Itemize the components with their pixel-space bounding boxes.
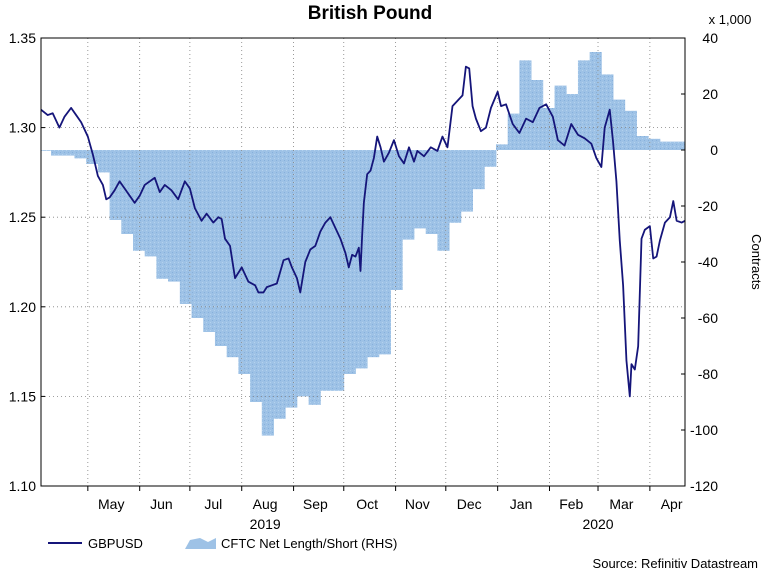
cftc-bar bbox=[378, 150, 391, 355]
cftc-bar bbox=[566, 94, 579, 150]
right-tick-label: -40 bbox=[698, 254, 718, 270]
left-tick-label: 1.15 bbox=[9, 388, 36, 404]
cftc-bar bbox=[577, 60, 591, 150]
month-tick-label: May bbox=[98, 496, 124, 512]
month-tick-label: Nov bbox=[405, 496, 430, 512]
source-note: Source: Refinitiv Datastream bbox=[593, 556, 758, 571]
month-tick-label: Jun bbox=[150, 496, 173, 512]
cftc-bar bbox=[191, 150, 204, 318]
right-tick-label: -20 bbox=[698, 198, 718, 214]
legend-cftc-label: CFTC Net Length/Short (RHS) bbox=[221, 536, 397, 551]
right-tick-label: 0 bbox=[710, 142, 718, 158]
right-tick-label: 20 bbox=[702, 86, 718, 102]
cftc-bar bbox=[238, 150, 251, 374]
cftc-area-layer bbox=[41, 52, 686, 436]
cftc-bar bbox=[624, 110, 637, 150]
month-tick-label: Mar bbox=[609, 496, 633, 512]
month-tick-label: Jan bbox=[510, 496, 533, 512]
cftc-bar bbox=[226, 150, 239, 358]
month-tick-label: Oct bbox=[356, 496, 378, 512]
cftc-bar bbox=[86, 150, 99, 164]
month-tick-label: Aug bbox=[253, 496, 278, 512]
cftc-bar bbox=[133, 150, 146, 251]
month-tick-label: Jul bbox=[204, 496, 222, 512]
cftc-bar bbox=[425, 150, 438, 234]
cftc-bar bbox=[484, 150, 497, 167]
cftc-bar bbox=[144, 150, 157, 257]
cftc-bar bbox=[495, 144, 509, 150]
cftc-bar bbox=[414, 150, 427, 229]
cftc-bar bbox=[648, 138, 661, 150]
cftc-bar bbox=[97, 150, 110, 173]
legend-cftc-swatch bbox=[185, 538, 216, 549]
cftc-bar bbox=[261, 150, 274, 436]
cftc-bar bbox=[332, 150, 345, 391]
cftc-bar bbox=[460, 150, 473, 212]
axes bbox=[40, 37, 686, 491]
cftc-bar bbox=[285, 150, 298, 408]
tick-labels: 1.35 1.30 1.25 1.20 1.15 1.10 40 20 0 -20 -40 -60 -8… bbox=[9, 30, 718, 532]
month-tick-label: Apr bbox=[661, 496, 683, 512]
cftc-bar bbox=[62, 150, 75, 156]
cftc-bar bbox=[320, 150, 333, 391]
left-tick-label: 1.30 bbox=[9, 120, 36, 136]
legend-gbpusd-label: GBPUSD bbox=[88, 536, 143, 551]
right-axis-units: x 1,000 bbox=[709, 12, 752, 27]
cftc-bar bbox=[542, 108, 555, 150]
cftc-bar bbox=[659, 141, 673, 150]
cftc-bar bbox=[554, 85, 567, 150]
legend: GBPUSD CFTC Net Length/Short (RHS) bbox=[48, 536, 397, 551]
left-tick-label: 1.25 bbox=[9, 209, 36, 225]
cftc-bar bbox=[390, 150, 403, 290]
cftc-bar bbox=[250, 150, 263, 402]
cftc-bar bbox=[367, 150, 380, 358]
right-tick-label: -100 bbox=[690, 422, 718, 438]
gbpusd-line bbox=[40, 65, 686, 398]
cftc-bar bbox=[203, 150, 216, 332]
cftc-bar bbox=[168, 150, 181, 282]
cftc-bar bbox=[214, 150, 228, 346]
right-tick-label: -60 bbox=[698, 310, 718, 326]
cftc-bar bbox=[472, 150, 485, 190]
year-tick-label: 2020 bbox=[582, 516, 613, 532]
chart-title: British Pound bbox=[308, 3, 433, 24]
cftc-bar bbox=[613, 99, 626, 150]
right-tick-label: 40 bbox=[702, 30, 718, 46]
cftc-bar bbox=[41, 150, 52, 151]
cftc-bar bbox=[273, 150, 286, 419]
month-tick-label: Feb bbox=[559, 496, 583, 512]
left-tick-label: 1.20 bbox=[9, 299, 36, 315]
month-tick-label: Sep bbox=[303, 496, 328, 512]
right-axis-label: Contracts bbox=[749, 234, 764, 290]
cftc-bar bbox=[74, 150, 87, 159]
cftc-bar bbox=[636, 136, 649, 150]
cftc-bar bbox=[449, 150, 462, 223]
gbpusd-line-layer bbox=[40, 65, 686, 398]
right-tick-label: -120 bbox=[690, 478, 718, 494]
cftc-bar bbox=[308, 150, 321, 405]
cftc-bar bbox=[156, 150, 169, 279]
left-tick-label: 1.10 bbox=[9, 478, 36, 494]
cftc-bar bbox=[109, 150, 122, 220]
left-tick-label: 1.35 bbox=[9, 30, 36, 46]
right-tick-label: -80 bbox=[698, 366, 718, 382]
cftc-bar bbox=[671, 141, 686, 150]
month-tick-label: Dec bbox=[457, 496, 482, 512]
cftc-bar bbox=[437, 150, 450, 251]
year-tick-label: 2019 bbox=[250, 516, 281, 532]
cftc-bar bbox=[589, 52, 602, 150]
cftc-bar bbox=[51, 150, 64, 156]
cftc-bar bbox=[519, 60, 532, 150]
cftc-bar bbox=[531, 80, 544, 150]
cftc-bar bbox=[507, 113, 520, 150]
